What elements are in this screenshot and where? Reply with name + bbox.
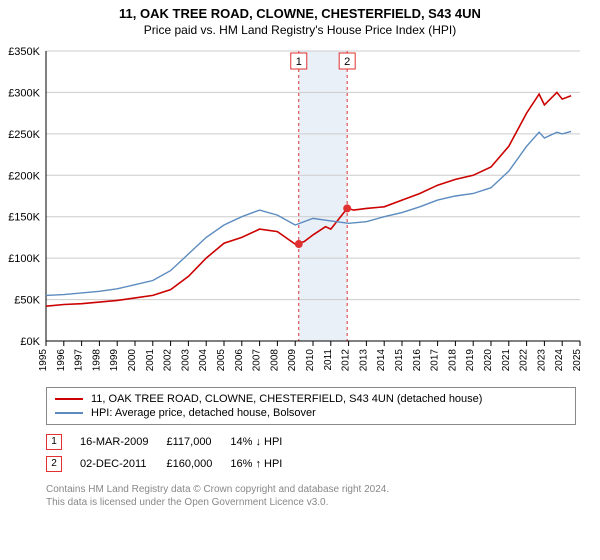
- x-axis-label: 2011: [323, 349, 334, 371]
- x-axis-label: 2021: [501, 349, 512, 372]
- attribution-text: Contains HM Land Registry data © Crown c…: [46, 483, 576, 509]
- x-axis-label: 2020: [483, 349, 494, 372]
- shaded-band: [299, 51, 347, 341]
- transaction-date: 16-MAR-2009: [80, 431, 166, 453]
- attribution-line2: This data is licensed under the Open Gov…: [46, 497, 328, 508]
- legend-row: 11, OAK TREE ROAD, CLOWNE, CHESTERFIELD,…: [55, 392, 567, 406]
- y-axis-label: £50K: [14, 295, 40, 307]
- x-axis-label: 2013: [358, 349, 369, 372]
- x-axis-label: 2004: [198, 349, 209, 372]
- legend-row: HPI: Average price, detached house, Bols…: [55, 406, 567, 420]
- y-axis-label: £350K: [8, 46, 40, 58]
- x-axis-label: 1997: [74, 349, 85, 372]
- y-axis-label: £300K: [8, 87, 40, 99]
- y-axis-label: £0K: [20, 336, 40, 348]
- legend-label: 11, OAK TREE ROAD, CLOWNE, CHESTERFIELD,…: [91, 393, 482, 405]
- x-axis-label: 2015: [394, 349, 405, 372]
- x-axis-label: 2012: [341, 349, 352, 372]
- x-axis-label: 2019: [465, 349, 476, 372]
- x-axis-label: 2002: [163, 349, 174, 372]
- x-axis-label: 2009: [287, 349, 298, 372]
- page-title: 11, OAK TREE ROAD, CLOWNE, CHESTERFIELD,…: [0, 0, 600, 21]
- y-axis-label: £200K: [8, 170, 40, 182]
- x-axis-label: 2024: [554, 349, 565, 372]
- x-axis-label: 2007: [252, 349, 263, 372]
- x-axis-label: 1995: [38, 349, 49, 372]
- x-axis-label: 1998: [91, 349, 102, 372]
- marker-number: 2: [344, 56, 350, 68]
- attribution-line1: Contains HM Land Registry data © Crown c…: [46, 484, 389, 495]
- legend-swatch: [55, 412, 83, 414]
- marker-number: 1: [296, 56, 302, 68]
- x-axis-label: 2023: [536, 349, 547, 372]
- x-axis-label: 2008: [269, 349, 280, 372]
- x-axis-label: 2025: [572, 349, 583, 372]
- chart-area: £0K £50K £100K £150K £200K £250K £300K £350K 199…: [0, 41, 600, 381]
- transactions-table: 1 16-MAR-2009£117,00014% ↓ HPI 2 02-DEC-201…: [46, 431, 300, 475]
- page-subtitle: Price paid vs. HM Land Registry's House …: [0, 21, 600, 41]
- chart-container: 11, OAK TREE ROAD, CLOWNE, CHESTERFIELD,…: [0, 0, 600, 560]
- y-axis-label: £100K: [8, 253, 40, 265]
- x-axis-label: 1996: [56, 349, 67, 372]
- transaction-delta: 14% ↓ HPI: [230, 431, 300, 453]
- table-row: 1 16-MAR-2009£117,00014% ↓ HPI: [46, 431, 300, 453]
- x-axis-label: 2005: [216, 349, 227, 372]
- x-axis-label: 2017: [430, 349, 441, 372]
- x-axis-label: 2003: [180, 349, 191, 372]
- x-axis-label: 2018: [447, 349, 458, 372]
- x-axis-label: 2010: [305, 349, 316, 372]
- x-axis-label: 2016: [412, 349, 423, 372]
- transaction-marker: 1: [46, 434, 62, 450]
- transaction-price: £117,000: [166, 431, 230, 453]
- x-axis-label: 2001: [145, 349, 156, 372]
- transaction-marker: 2: [46, 456, 62, 472]
- marker-point: [343, 204, 351, 212]
- x-axis-label: 1999: [109, 349, 120, 372]
- table-row: 2 02-DEC-2011£160,00016% ↑ HPI: [46, 453, 300, 475]
- legend-swatch: [55, 398, 83, 400]
- y-axis-label: £150K: [8, 212, 40, 224]
- marker-point: [295, 240, 303, 248]
- x-axis-label: 2014: [376, 349, 387, 372]
- y-axis-label: £250K: [8, 129, 40, 141]
- legend-label: HPI: Average price, detached house, Bols…: [91, 407, 316, 419]
- line-chart-svg: £0K £50K £100K £150K £200K £250K £300K £350K 199…: [0, 41, 600, 381]
- x-axis-label: 2022: [519, 349, 530, 372]
- legend-box: 11, OAK TREE ROAD, CLOWNE, CHESTERFIELD,…: [46, 387, 576, 425]
- transaction-date: 02-DEC-2011: [80, 453, 166, 475]
- x-axis-label: 2000: [127, 349, 138, 372]
- transaction-price: £160,000: [166, 453, 230, 475]
- transaction-delta: 16% ↑ HPI: [230, 453, 300, 475]
- x-axis-label: 2006: [234, 349, 245, 372]
